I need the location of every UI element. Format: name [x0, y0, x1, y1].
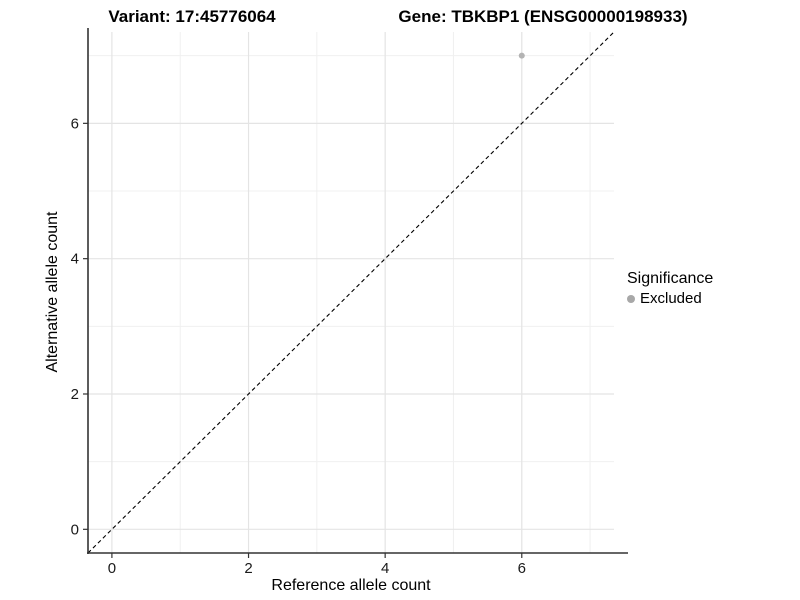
plot-title-gene: Gene: TBKBP1 (ENSG00000198933) — [398, 7, 688, 26]
x-tick-label: 0 — [108, 560, 116, 577]
legend-title: Significance — [627, 270, 714, 287]
legend-point-icon — [627, 294, 635, 303]
y-tick-label: 4 — [71, 251, 79, 268]
y-tick-label: 0 — [71, 521, 79, 538]
data-point — [518, 52, 525, 59]
x-axis-title: Reference allele count — [271, 577, 431, 594]
plot-title-variant: Variant: 17:45776064 — [108, 7, 276, 26]
x-tick-label: 6 — [518, 560, 526, 577]
x-tick-label: 4 — [381, 560, 389, 577]
legend-entry: Excluded — [627, 289, 713, 308]
y-axis-title: Alternative allele count — [44, 211, 61, 373]
legend-entry-label: Excluded — [640, 290, 702, 307]
y-tick-label: 2 — [71, 386, 79, 403]
x-tick-label: 2 — [244, 560, 252, 577]
identity-line — [87, 31, 615, 554]
legend: Significance Excluded — [627, 269, 713, 308]
y-tick-label: 6 — [71, 115, 79, 132]
